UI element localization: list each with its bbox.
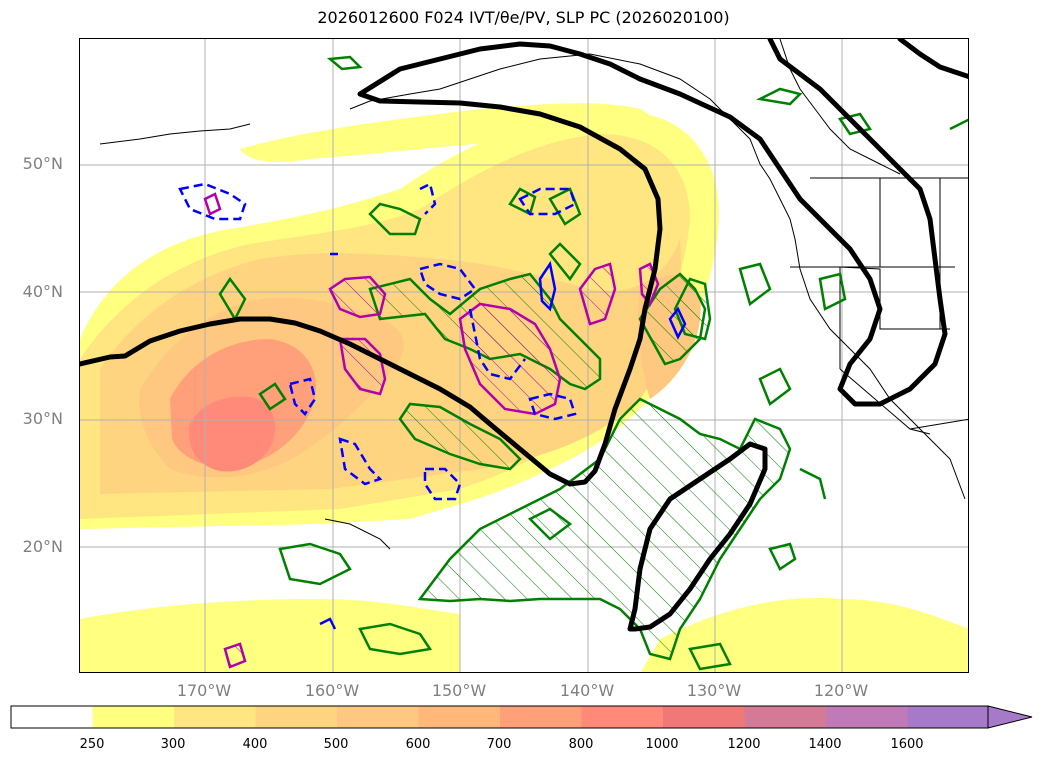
lon-label-120w: 120°W bbox=[813, 681, 869, 700]
coastlines bbox=[99, 39, 968, 550]
colorbar-tick-700: 700 bbox=[486, 737, 512, 752]
pv-dashed-contours bbox=[178, 182, 577, 501]
ivt-band-250-bottom bbox=[80, 599, 460, 672]
colorbar-frame bbox=[10, 705, 989, 729]
ivt-band-800 bbox=[189, 396, 276, 472]
theta-e-lines bbox=[218, 55, 968, 671]
colorbar-tick-1400: 1400 bbox=[808, 737, 842, 752]
colorbar-segment bbox=[907, 706, 990, 728]
map-title: 2026012600 F024 IVT/θe/PV, SLP PC (20260… bbox=[317, 8, 730, 27]
colorbar-tick-300: 300 bbox=[160, 737, 186, 752]
colorbar-segment bbox=[11, 706, 93, 728]
colorbar-extend-arrow bbox=[987, 705, 1033, 729]
lon-label-150w: 150°W bbox=[431, 681, 487, 700]
colorbar-segment bbox=[581, 706, 664, 728]
colorbar-tick-1000: 1000 bbox=[645, 737, 679, 752]
colorbar-tick-250: 250 bbox=[79, 737, 105, 752]
pv-solid-blue bbox=[319, 252, 687, 630]
lon-label-140w: 140°W bbox=[559, 681, 615, 700]
colorbar-tick-1200: 1200 bbox=[727, 737, 761, 752]
lon-label-130w: 130°W bbox=[686, 681, 742, 700]
colorbar-segment bbox=[826, 706, 908, 728]
colorbar-segment bbox=[337, 706, 419, 728]
colorbar-segment bbox=[500, 706, 582, 728]
colorbar-segment bbox=[255, 706, 338, 728]
lat-label-20n: 20°N bbox=[22, 537, 63, 556]
ivt-band-250-se bbox=[641, 598, 968, 672]
colorbar-tick-600: 600 bbox=[405, 737, 431, 752]
colorbar-segments bbox=[11, 706, 990, 728]
colorbar-segment bbox=[418, 706, 501, 728]
slp-contours bbox=[80, 39, 968, 632]
colorbar-tick-800: 800 bbox=[568, 737, 594, 752]
lon-label-170w: 170°W bbox=[176, 681, 232, 700]
map-panel bbox=[79, 38, 969, 673]
lat-label-40n: 40°N bbox=[22, 282, 63, 301]
map-plot bbox=[80, 39, 968, 672]
colorbar-segment bbox=[174, 706, 256, 728]
colorbar-tick-400: 400 bbox=[242, 737, 268, 752]
lat-label-50n: 50°N bbox=[22, 154, 63, 173]
colorbar-segment bbox=[744, 706, 827, 728]
ivt-colorbar bbox=[10, 705, 1033, 729]
lat-label-30n: 30°N bbox=[22, 409, 63, 428]
colorbar-segment bbox=[663, 706, 745, 728]
colorbar-segment bbox=[92, 706, 175, 728]
colorbar-tick-500: 500 bbox=[323, 737, 349, 752]
lon-label-160w: 160°W bbox=[304, 681, 360, 700]
pv-solid-contours bbox=[203, 192, 660, 669]
colorbar-tick-1600: 1600 bbox=[890, 737, 924, 752]
